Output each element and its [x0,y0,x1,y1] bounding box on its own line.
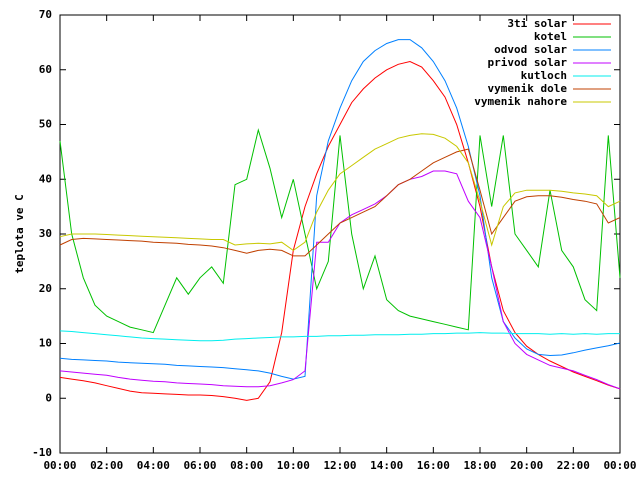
series-line [59,170,621,390]
series-line [59,39,621,380]
y-tick-label: 70 [39,8,52,21]
y-tick-label: 50 [39,118,52,131]
y-tick-label: 40 [39,172,52,185]
x-tick-label: 16:00 [417,459,450,472]
series-line [59,128,621,334]
series-line [59,148,621,257]
legend-label: privod solar [488,56,568,69]
x-tick-label: 18:00 [463,459,496,472]
x-tick-label: 08:00 [230,459,263,472]
y-axis-label: teplota ve C [13,194,26,273]
series-line [59,60,621,401]
x-tick-label: 00:00 [43,459,76,472]
x-tick-label: 02:00 [90,459,123,472]
x-tick-label: 10:00 [277,459,310,472]
y-tick-label: 0 [45,391,52,404]
y-tick-label: 20 [39,282,52,295]
y-tick-label: 10 [39,337,52,350]
x-tick-label: 14:00 [370,459,403,472]
legend-label: vymenik nahore [474,95,567,108]
series-line [59,330,620,342]
legend-label: 3ti solar [507,17,567,30]
legend-label: vymenik dole [488,82,568,95]
legend-label: odvod solar [494,43,567,56]
x-tick-label: 20:00 [510,459,543,472]
series-line [59,133,621,252]
legend-label: kutloch [521,69,567,82]
x-tick-label: 22:00 [557,459,590,472]
y-tick-label: -10 [32,446,52,459]
x-tick-label: 12:00 [323,459,356,472]
x-tick-label: 06:00 [183,459,216,472]
y-tick-label: 60 [39,63,52,76]
legend-label: kotel [534,30,567,43]
y-tick-label: 30 [39,227,52,240]
x-tick-label: 04:00 [137,459,170,472]
x-tick-label: 00:00 [603,459,636,472]
